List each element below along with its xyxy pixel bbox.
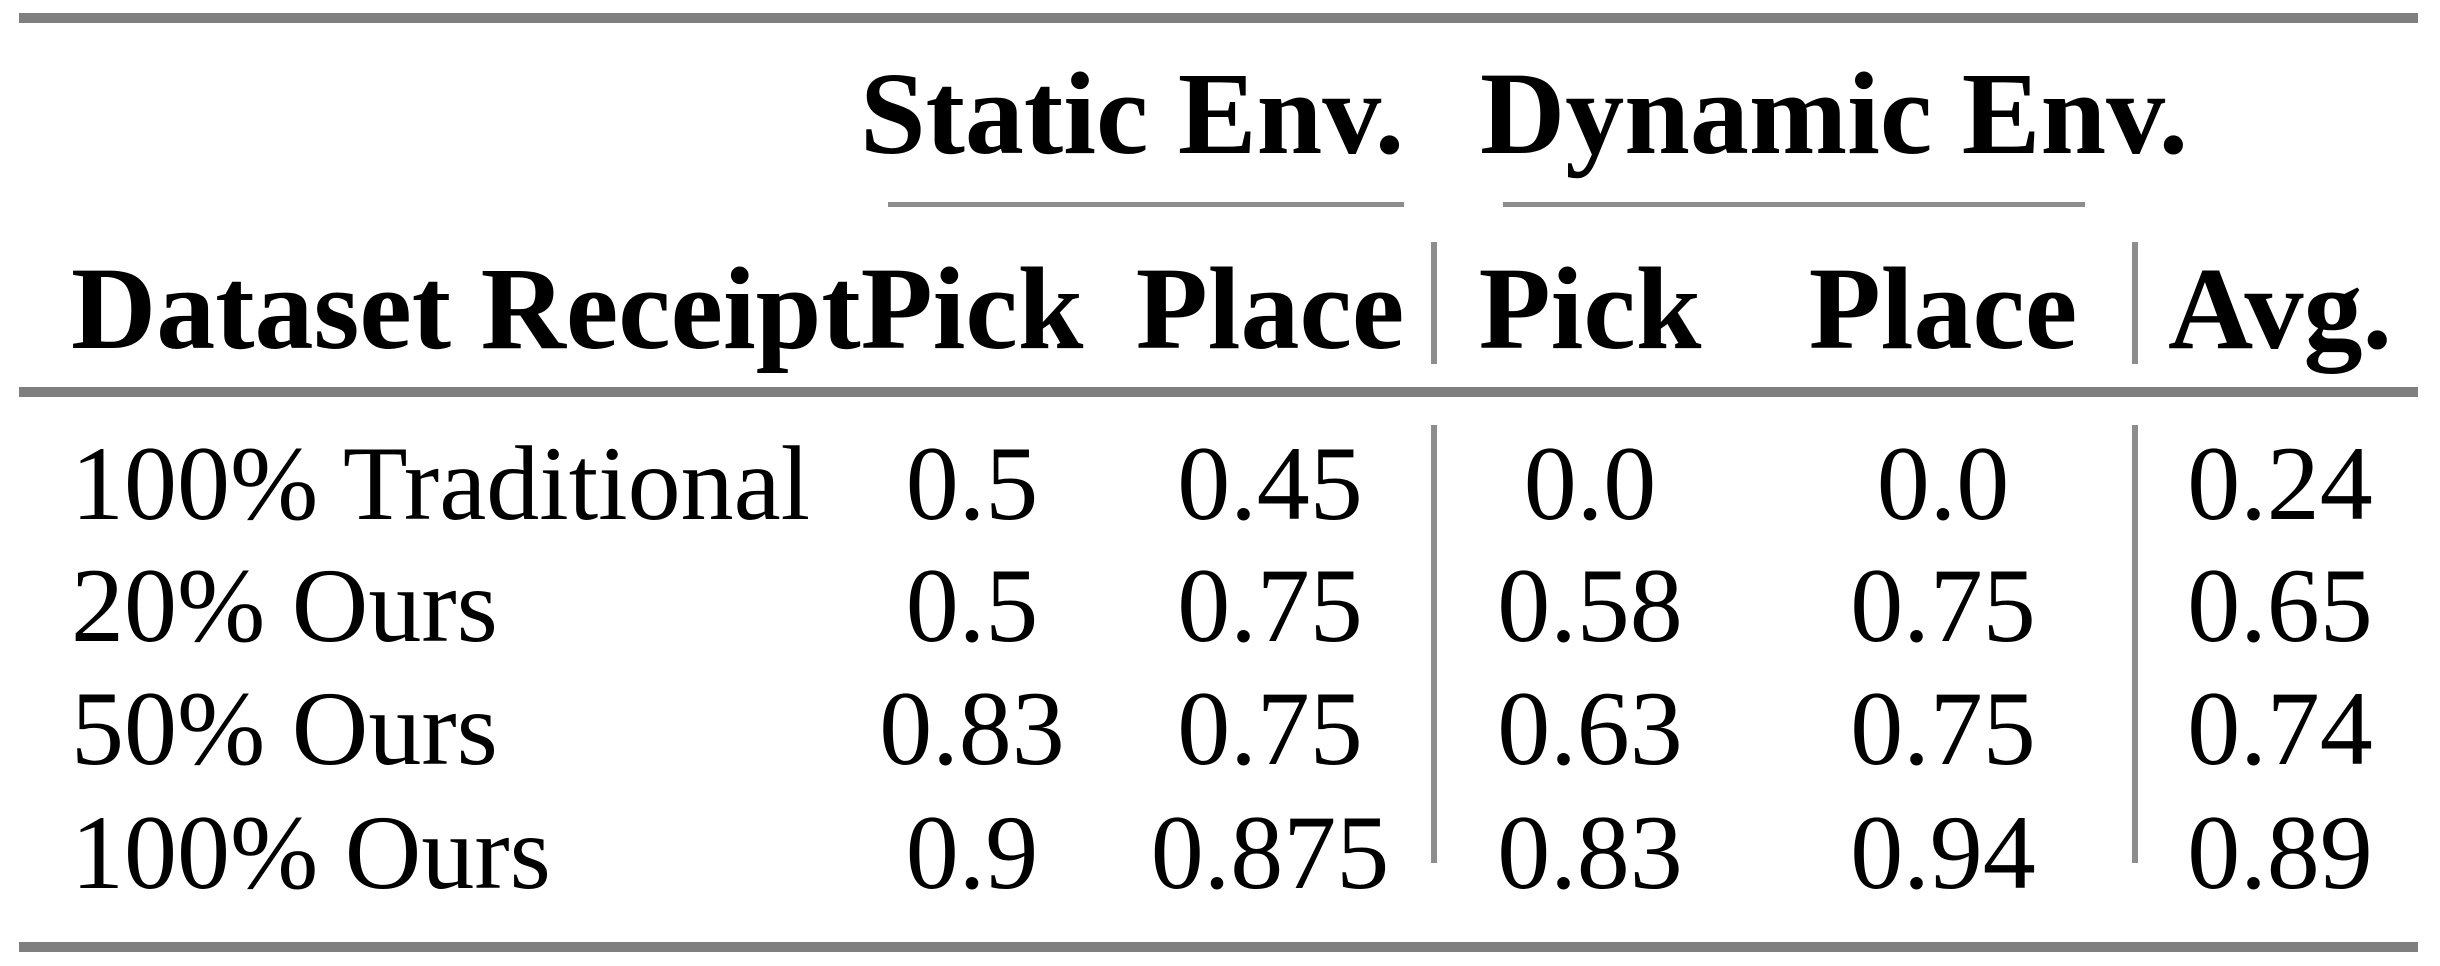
column-separator-line <box>1431 425 1437 863</box>
row0-static-pick: 0.5 <box>905 425 1039 542</box>
row2-dynamic-place: 0.75 <box>1850 670 2036 787</box>
dynamic-env-underline <box>1503 202 2085 207</box>
row2-dynamic-pick: 0.63 <box>1497 670 1683 787</box>
row0-label: 100% Traditional <box>71 425 811 542</box>
group-header-dynamic-env: Dynamic Env. <box>1480 48 2189 179</box>
column-separator-line <box>2132 425 2138 863</box>
row2-label: 50% Ours <box>71 670 498 787</box>
row2-static-place: 0.75 <box>1177 670 1363 787</box>
col-header-static-place: Place <box>1135 243 1405 374</box>
row1-static-pick: 0.5 <box>905 547 1039 664</box>
row0-static-place: 0.45 <box>1177 425 1363 542</box>
row3-dynamic-pick: 0.83 <box>1497 794 1683 911</box>
top-rule <box>19 13 2418 23</box>
row2-static-pick: 0.83 <box>879 670 1065 787</box>
group-header-static-env: Static Env. <box>860 48 1405 179</box>
bottom-rule <box>19 942 2418 952</box>
column-separator-line <box>2132 242 2138 364</box>
col-header-dataset-receipt: Dataset Receipt <box>71 243 861 374</box>
mid-rule <box>19 387 2418 397</box>
col-header-static-pick: Pick <box>860 243 1084 374</box>
row1-static-place: 0.75 <box>1177 547 1363 664</box>
static-env-underline <box>888 202 1404 207</box>
row2-avg: 0.74 <box>2187 670 2373 787</box>
row1-dynamic-pick: 0.58 <box>1497 547 1683 664</box>
row3-label: 100% Ours <box>71 794 551 911</box>
col-header-dynamic-place: Place <box>1808 243 2078 374</box>
col-header-dynamic-pick: Pick <box>1478 243 1702 374</box>
row1-avg: 0.65 <box>2187 547 2373 664</box>
column-separator-line <box>1431 242 1437 364</box>
row0-dynamic-place: 0.0 <box>1876 425 2010 542</box>
row3-avg: 0.89 <box>2187 794 2373 911</box>
row1-dynamic-place: 0.75 <box>1850 547 2036 664</box>
col-header-avg: Avg. <box>2168 243 2392 374</box>
row3-static-place: 0.875 <box>1150 794 1390 911</box>
row3-dynamic-place: 0.94 <box>1850 794 2036 911</box>
row0-dynamic-pick: 0.0 <box>1523 425 1657 542</box>
row0-avg: 0.24 <box>2187 425 2373 542</box>
row1-label: 20% Ours <box>71 547 498 664</box>
row3-static-pick: 0.9 <box>905 794 1039 911</box>
